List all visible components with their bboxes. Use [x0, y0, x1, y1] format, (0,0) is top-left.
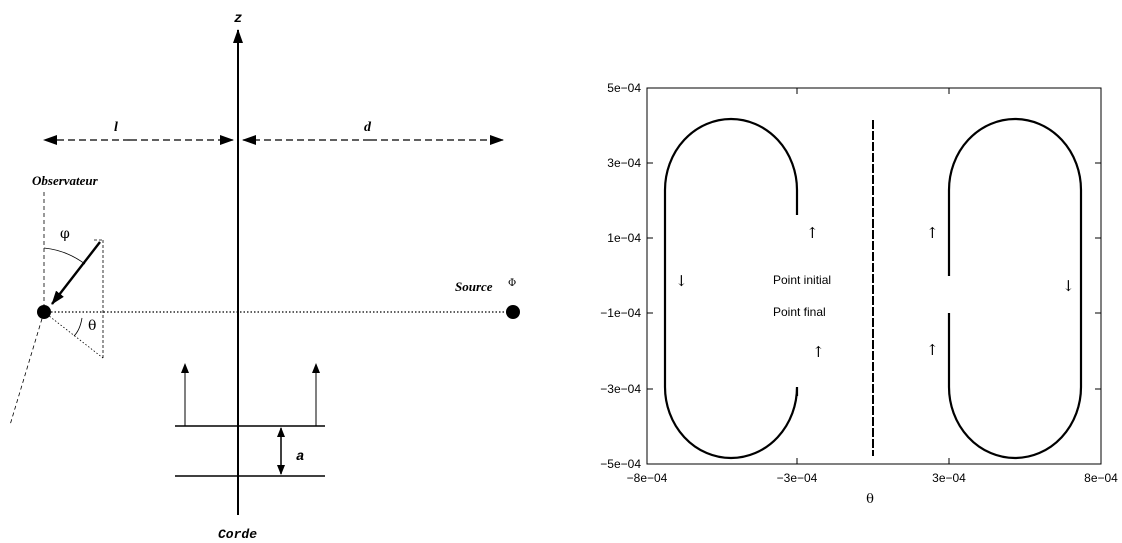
source-symbol: Φ — [508, 278, 516, 289]
annotation-initial-point: Point initial — [773, 273, 831, 287]
y-tick-label: 3e−04 — [607, 156, 641, 170]
y-tick-label: 5e−04 — [607, 81, 641, 95]
source-point — [506, 305, 520, 319]
a-label: a — [296, 449, 304, 465]
direction-arrow-up: ↑ — [806, 224, 819, 242]
direction-arrow-down: ↓ — [675, 272, 688, 290]
z-axis-label: z — [234, 11, 242, 27]
observer-label: Observateur — [32, 173, 99, 188]
x-tick-label: 8e−04 — [1084, 471, 1118, 485]
theta-angle-arc — [73, 317, 83, 337]
phi-angle-arc — [43, 247, 86, 265]
y-tick-label: 1e−04 — [607, 231, 641, 245]
x-tick-label: −8e−04 — [627, 471, 668, 485]
annotation-final-point: Point final — [773, 305, 826, 319]
observer-point — [37, 305, 51, 319]
geometry-diagram: z l d Observateur φ θ Source Φ — [9, 11, 520, 542]
d-label: d — [364, 120, 372, 135]
left-trajectory-loop — [663, 117, 799, 460]
l-label: l — [114, 120, 118, 135]
x-tick-label: −3e−04 — [777, 471, 818, 485]
direction-arrow-down: ↓ — [1062, 277, 1075, 295]
x-ticks — [646, 88, 1102, 464]
y-tick-label: −1e−04 — [600, 306, 641, 320]
theta-label: θ — [88, 318, 96, 334]
string-label: Corde — [218, 527, 257, 542]
observer-view-dashed — [9, 311, 45, 426]
right-trajectory-loop — [947, 117, 1083, 460]
y-ticks — [647, 87, 1101, 465]
y-tick-label: −5e−04 — [600, 457, 641, 471]
source-label: Source — [455, 279, 493, 294]
incoming-ray-arrow — [51, 241, 101, 305]
trajectory-plot: −8e−04 −3e−04 3e−04 8e−04 θ 5e−04 3e−04 … — [600, 81, 1118, 507]
direction-arrow-up: ↑ — [812, 343, 825, 361]
phi-label: φ — [60, 226, 70, 242]
y-tick-label: −3e−04 — [600, 382, 641, 396]
direction-arrow-up: ↑ — [926, 224, 939, 242]
plot-frame — [646, 87, 1102, 465]
direction-arrow-up: ↑ — [926, 341, 939, 359]
x-axis-label: θ — [866, 492, 874, 507]
x-tick-label: 3e−04 — [932, 471, 966, 485]
